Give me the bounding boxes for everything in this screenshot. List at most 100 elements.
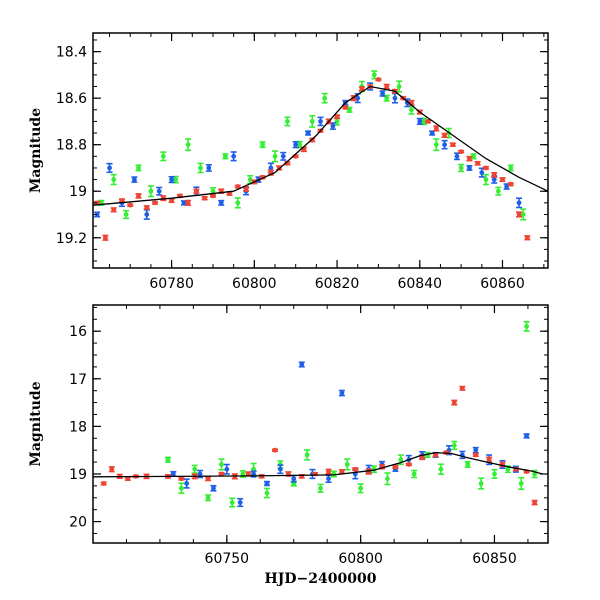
data-point <box>454 152 460 161</box>
series-0 <box>98 70 527 221</box>
plot-area <box>93 70 548 241</box>
data-point <box>482 165 489 171</box>
data-point <box>464 460 471 468</box>
data-point <box>342 105 349 110</box>
data-point <box>482 173 489 186</box>
data-point <box>234 184 241 189</box>
data-point <box>193 188 200 194</box>
data-point <box>123 209 130 220</box>
y-tick-label: 19 <box>69 184 87 200</box>
x-tick-label: 60780 <box>149 276 194 292</box>
x-tick-label: 60860 <box>480 276 525 292</box>
data-point <box>131 176 138 183</box>
data-point <box>263 487 270 499</box>
data-point <box>520 208 527 221</box>
data-point <box>411 469 418 479</box>
model-curve <box>93 85 548 206</box>
data-point <box>396 80 403 93</box>
data-point <box>466 155 473 162</box>
data-point <box>425 119 432 124</box>
data-point <box>284 116 291 127</box>
plot-area <box>93 321 543 508</box>
x-axis-title: HJD−2400000 <box>265 571 377 587</box>
series-1 <box>170 361 530 508</box>
data-point <box>491 468 498 480</box>
data-point <box>239 470 246 478</box>
y-tick-label: 19.2 <box>56 231 87 247</box>
data-point <box>185 138 192 152</box>
data-point <box>392 464 399 470</box>
data-point <box>110 173 117 186</box>
data-point <box>451 399 458 406</box>
data-point <box>459 385 466 391</box>
data-point <box>451 440 458 451</box>
data-point <box>375 77 382 82</box>
data-point <box>259 141 266 149</box>
data-point <box>352 466 359 472</box>
y-axis-title: Magnitude <box>28 381 44 466</box>
data-point <box>108 466 115 473</box>
data-point <box>135 193 142 199</box>
data-point <box>237 497 244 508</box>
data-point <box>263 480 270 487</box>
y-tick-label: 18.4 <box>56 45 87 61</box>
data-point <box>379 90 386 97</box>
data-point <box>330 470 337 478</box>
data-point <box>298 361 305 368</box>
data-point <box>94 211 101 218</box>
series-2 <box>94 77 531 241</box>
model-curve <box>93 451 543 478</box>
data-point <box>329 122 336 130</box>
data-point <box>523 321 530 332</box>
data-point <box>152 200 159 206</box>
y-tick-label: 18.6 <box>56 91 87 107</box>
data-point <box>516 211 523 218</box>
data-point <box>344 458 351 471</box>
data-point <box>309 114 316 128</box>
data-point <box>209 193 216 199</box>
data-point <box>317 116 324 127</box>
data-point <box>491 171 498 178</box>
data-point <box>472 446 479 454</box>
x-tick-label: 60750 <box>205 551 250 567</box>
data-point <box>143 205 150 210</box>
data-point <box>321 92 328 104</box>
data-point <box>338 389 345 397</box>
x-tick-label: 60800 <box>232 276 277 292</box>
data-point <box>168 175 175 184</box>
plot-frame <box>92 32 549 269</box>
data-point <box>507 164 514 172</box>
data-point <box>429 130 436 136</box>
data-point <box>135 164 142 172</box>
data-point <box>383 83 390 90</box>
x-tick-label: 60800 <box>338 551 383 567</box>
data-point <box>437 463 444 475</box>
data-point <box>391 92 398 104</box>
data-point <box>474 160 481 166</box>
data-point <box>357 483 364 494</box>
data-point <box>100 481 107 486</box>
data-point <box>524 235 531 241</box>
data-point <box>178 482 185 495</box>
data-point <box>523 433 530 439</box>
series-0 <box>164 321 538 508</box>
data-point <box>449 142 456 148</box>
data-point <box>277 464 284 475</box>
data-point <box>223 463 230 475</box>
data-point <box>325 468 332 475</box>
x-tick-label: 60820 <box>315 276 360 292</box>
y-axis-title: Magnitude <box>28 108 44 193</box>
y-tick-label: 18.8 <box>56 138 87 154</box>
data-point <box>416 117 423 126</box>
data-point <box>499 177 506 183</box>
data-point <box>280 151 287 161</box>
data-point <box>458 149 465 155</box>
data-point <box>304 449 311 461</box>
data-point <box>507 181 514 187</box>
data-point <box>234 197 241 209</box>
plot-frame <box>92 304 549 544</box>
data-point <box>433 138 440 152</box>
y-tick-label: 17 <box>69 372 87 388</box>
data-point <box>205 494 212 502</box>
data-point <box>183 478 190 489</box>
